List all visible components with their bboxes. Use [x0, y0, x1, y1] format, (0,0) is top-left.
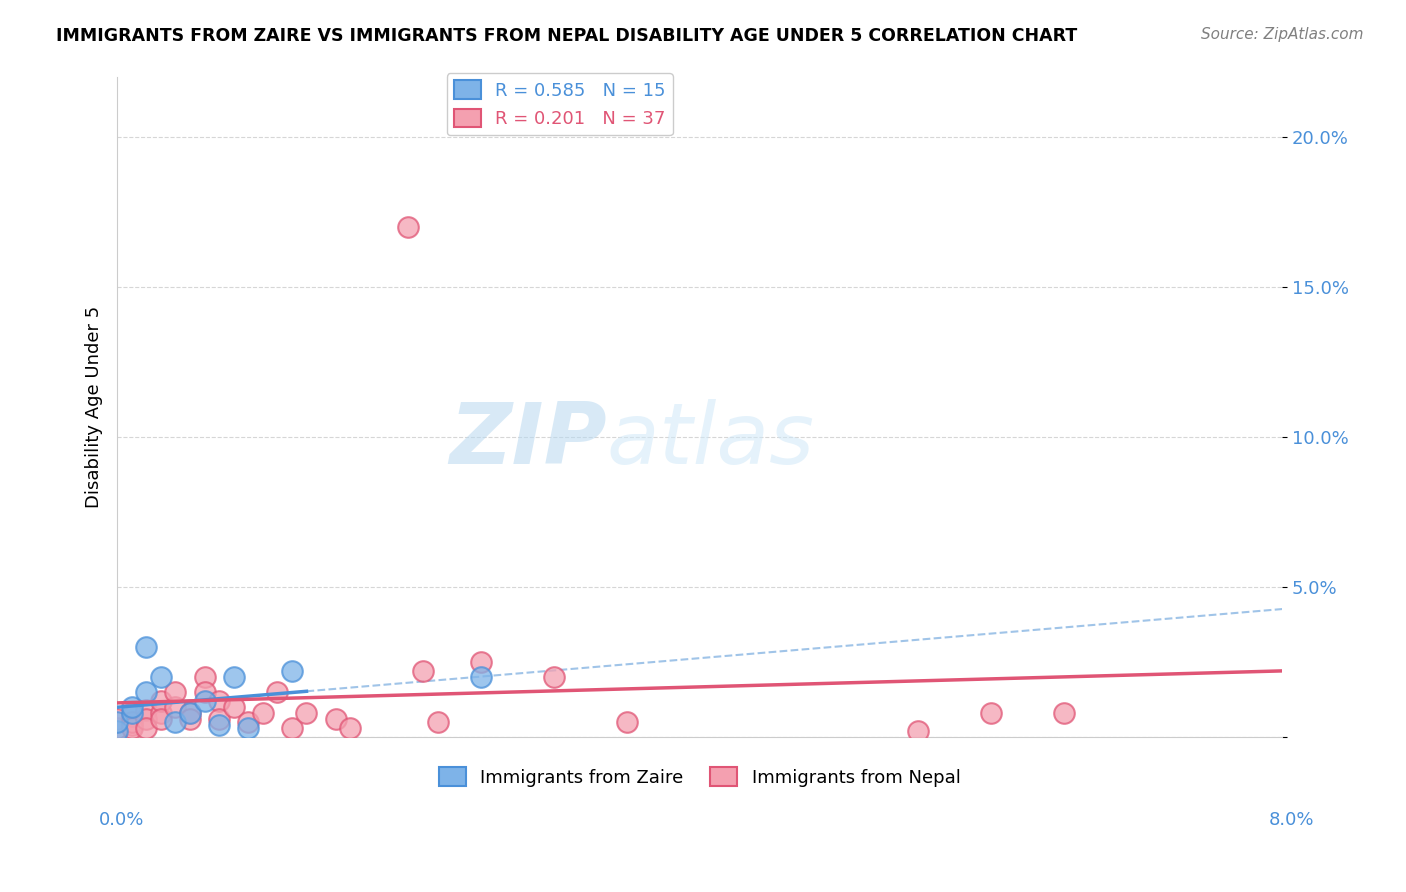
- Point: [149, 706, 172, 720]
- Point: [980, 706, 1002, 720]
- Point: [470, 655, 492, 669]
- Point: [165, 700, 187, 714]
- Point: [149, 712, 172, 726]
- Text: atlas: atlas: [606, 399, 814, 482]
- Point: [238, 721, 260, 735]
- Point: [135, 703, 157, 717]
- Point: [193, 694, 215, 708]
- Point: [105, 712, 128, 726]
- Point: [616, 714, 638, 729]
- Point: [266, 685, 288, 699]
- Y-axis label: Disability Age Under 5: Disability Age Under 5: [86, 306, 103, 508]
- Point: [543, 670, 565, 684]
- Point: [121, 700, 143, 714]
- Point: [222, 670, 245, 684]
- Point: [412, 664, 434, 678]
- Point: [179, 706, 201, 720]
- Point: [135, 721, 157, 735]
- Point: [208, 712, 231, 726]
- Point: [281, 721, 304, 735]
- Point: [135, 712, 157, 726]
- Point: [105, 721, 128, 735]
- Point: [165, 685, 187, 699]
- Point: [295, 706, 318, 720]
- Point: [121, 718, 143, 732]
- Point: [238, 714, 260, 729]
- Point: [149, 694, 172, 708]
- Point: [252, 706, 274, 720]
- Point: [396, 220, 419, 235]
- Point: [105, 724, 128, 739]
- Text: 8.0%: 8.0%: [1270, 811, 1315, 829]
- Legend: Immigrants from Zaire, Immigrants from Nepal: Immigrants from Zaire, Immigrants from N…: [432, 760, 967, 794]
- Point: [149, 670, 172, 684]
- Point: [105, 714, 128, 729]
- Text: IMMIGRANTS FROM ZAIRE VS IMMIGRANTS FROM NEPAL DISABILITY AGE UNDER 5 CORRELATIO: IMMIGRANTS FROM ZAIRE VS IMMIGRANTS FROM…: [56, 27, 1077, 45]
- Point: [193, 670, 215, 684]
- Point: [135, 685, 157, 699]
- Point: [339, 721, 361, 735]
- Point: [193, 685, 215, 699]
- Point: [121, 706, 143, 720]
- Point: [135, 640, 157, 654]
- Point: [121, 714, 143, 729]
- Text: ZIP: ZIP: [449, 399, 606, 482]
- Point: [325, 712, 347, 726]
- Point: [470, 670, 492, 684]
- Point: [208, 718, 231, 732]
- Text: Source: ZipAtlas.com: Source: ZipAtlas.com: [1201, 27, 1364, 42]
- Point: [121, 721, 143, 735]
- Point: [1053, 706, 1076, 720]
- Point: [281, 664, 304, 678]
- Point: [222, 700, 245, 714]
- Point: [121, 709, 143, 723]
- Point: [426, 714, 449, 729]
- Point: [907, 724, 929, 739]
- Text: 0.0%: 0.0%: [98, 811, 143, 829]
- Point: [165, 714, 187, 729]
- Point: [208, 694, 231, 708]
- Point: [179, 712, 201, 726]
- Point: [179, 706, 201, 720]
